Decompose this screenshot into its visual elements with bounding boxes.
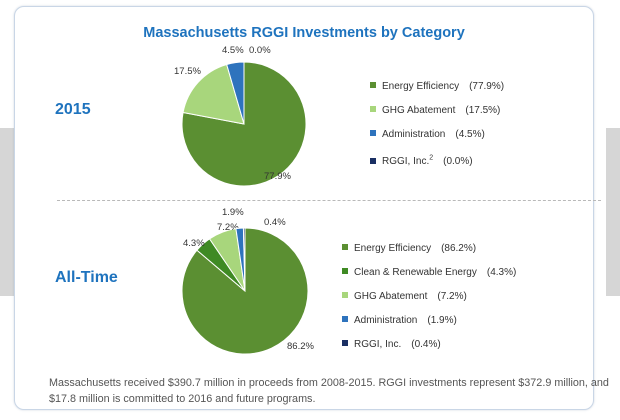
legend-item-all-time-energy-efficiency: Energy Efficiency (86.2%) <box>342 242 476 256</box>
legend-percent: (4.5%) <box>455 129 485 140</box>
legend-label: Energy Efficiency <box>354 243 432 254</box>
slice-label-all-time-ghg-abatement: 7.2% <box>217 222 239 233</box>
left-side-band <box>0 128 14 296</box>
legend-item-all-time-administration: Administration (1.9%) <box>342 314 457 328</box>
slice-label-2015-ghg-abatement: 17.5% <box>174 66 201 77</box>
legend-swatch <box>342 292 348 299</box>
chart-card: Massachusetts RGGI Investments by Catego… <box>14 6 609 410</box>
legend-swatch <box>342 268 348 275</box>
pie-slice-2015-ghg-abatement <box>182 63 245 125</box>
legend-item-all-time-ghg-abatement: GHG Abatement (7.2%) <box>342 290 467 304</box>
legend-label: Clean & Renewable Energy <box>354 267 477 278</box>
right-side-band <box>606 128 620 296</box>
pie-title-2015: 2015 <box>55 101 91 118</box>
section-divider <box>57 200 601 201</box>
slice-label-2015-energy-efficiency: 77.9% <box>264 171 291 182</box>
slice-label-all-time-clean-renewable-energy: 4.3% <box>183 238 205 249</box>
legend-percent: (17.5%) <box>465 105 501 116</box>
legend-label: Administration <box>382 129 446 140</box>
legend-swatch <box>342 316 348 323</box>
legend-label: RGGI, Inc. <box>354 339 402 350</box>
legend-percent: (0.4%) <box>411 339 441 350</box>
legend-percent: (0.0%) <box>443 156 473 168</box>
legend-item-all-time-rggi-inc: RGGI, Inc. (0.4%) <box>342 338 441 352</box>
legend-swatch <box>342 340 348 347</box>
legend-percent: (4.3%) <box>486 267 517 278</box>
legend-swatch <box>370 106 376 113</box>
legend-label: Administration <box>354 315 418 326</box>
legend-swatch <box>342 244 348 251</box>
slice-label-2015-administration: 4.5% <box>222 45 244 56</box>
legend-item-2015-rggi-inc: RGGI, Inc.2 (0.0%) <box>370 152 473 168</box>
legend-swatch <box>370 82 376 89</box>
legend-item-all-time-clean-renewable-energy: Clean & Renewable Energy (4.3%) <box>342 266 516 280</box>
legend-item-2015-energy-efficiency: Energy Efficiency (77.9%) <box>370 80 504 94</box>
legend-percent: (1.9%) <box>427 315 457 326</box>
chart-title: Massachusetts RGGI Investments by Catego… <box>143 25 465 41</box>
legend-percent: (77.9%) <box>469 81 505 92</box>
footnote: Massachusetts received $390.7 million in… <box>49 377 609 405</box>
pie-title-all-time: All-Time <box>55 269 118 286</box>
legend-swatch <box>370 130 376 137</box>
legend-percent: (86.2%) <box>441 243 477 254</box>
legend-item-2015-administration: Administration (4.5%) <box>370 128 485 142</box>
legend-percent: (7.2%) <box>437 291 467 302</box>
legend-label: GHG Abatement <box>354 291 428 302</box>
legend-item-2015-ghg-abatement: GHG Abatement (17.5%) <box>370 104 500 118</box>
slice-label-2015-rggi-inc: 0.0% <box>249 45 271 56</box>
slice-label-all-time-energy-efficiency: 86.2% <box>287 341 314 352</box>
pie-slice-2015-administration <box>226 61 245 125</box>
legend-label: GHG Abatement <box>382 105 456 116</box>
legend-swatch <box>370 157 376 164</box>
pie-slice-all-time-rggi-inc <box>242 227 246 292</box>
slice-label-all-time-administration: 1.9% <box>222 207 244 218</box>
legend-superscript: 2 <box>429 155 434 162</box>
legend-label: RGGI, Inc.2 <box>382 155 434 168</box>
slice-label-all-time-rggi-inc: 0.4% <box>264 217 286 228</box>
legend-label: Energy Efficiency <box>382 81 460 92</box>
